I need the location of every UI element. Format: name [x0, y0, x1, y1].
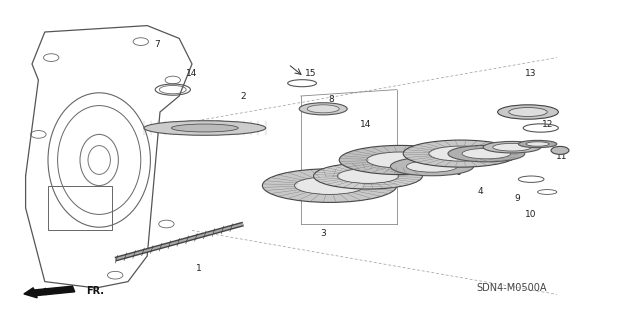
Text: 5: 5	[440, 146, 445, 155]
Text: FR.: FR.	[86, 285, 104, 296]
Text: 4: 4	[477, 188, 483, 196]
Ellipse shape	[493, 143, 531, 151]
Ellipse shape	[390, 157, 474, 176]
Ellipse shape	[339, 145, 461, 175]
Ellipse shape	[172, 124, 238, 132]
Text: 11: 11	[556, 152, 567, 161]
Ellipse shape	[294, 177, 365, 195]
Ellipse shape	[518, 140, 557, 148]
Text: 7: 7	[154, 40, 159, 49]
Text: 14: 14	[360, 120, 372, 129]
Text: 14: 14	[186, 69, 198, 78]
Text: 6: 6	[456, 168, 461, 177]
Text: 1: 1	[196, 264, 201, 273]
Ellipse shape	[144, 121, 266, 135]
Text: 9: 9	[515, 194, 520, 203]
Text: 8: 8	[328, 95, 333, 104]
Ellipse shape	[314, 163, 422, 189]
Ellipse shape	[526, 142, 549, 146]
Ellipse shape	[448, 145, 525, 162]
Ellipse shape	[262, 169, 397, 203]
Text: 15: 15	[305, 69, 316, 78]
Ellipse shape	[307, 105, 339, 113]
Ellipse shape	[406, 161, 458, 172]
Text: 12: 12	[541, 120, 553, 129]
Text: 13: 13	[525, 69, 537, 78]
Ellipse shape	[509, 108, 547, 116]
Ellipse shape	[498, 105, 558, 119]
Ellipse shape	[429, 146, 493, 161]
Ellipse shape	[367, 152, 433, 168]
Ellipse shape	[483, 141, 541, 153]
Ellipse shape	[337, 169, 399, 183]
Text: 2: 2	[241, 92, 246, 100]
Ellipse shape	[462, 148, 511, 159]
Ellipse shape	[403, 140, 518, 167]
Text: SDN4-M0500A: SDN4-M0500A	[477, 283, 547, 293]
Ellipse shape	[551, 147, 569, 155]
Ellipse shape	[300, 103, 347, 115]
FancyArrow shape	[24, 286, 75, 298]
Text: 10: 10	[525, 210, 537, 219]
Text: 3: 3	[321, 229, 326, 238]
